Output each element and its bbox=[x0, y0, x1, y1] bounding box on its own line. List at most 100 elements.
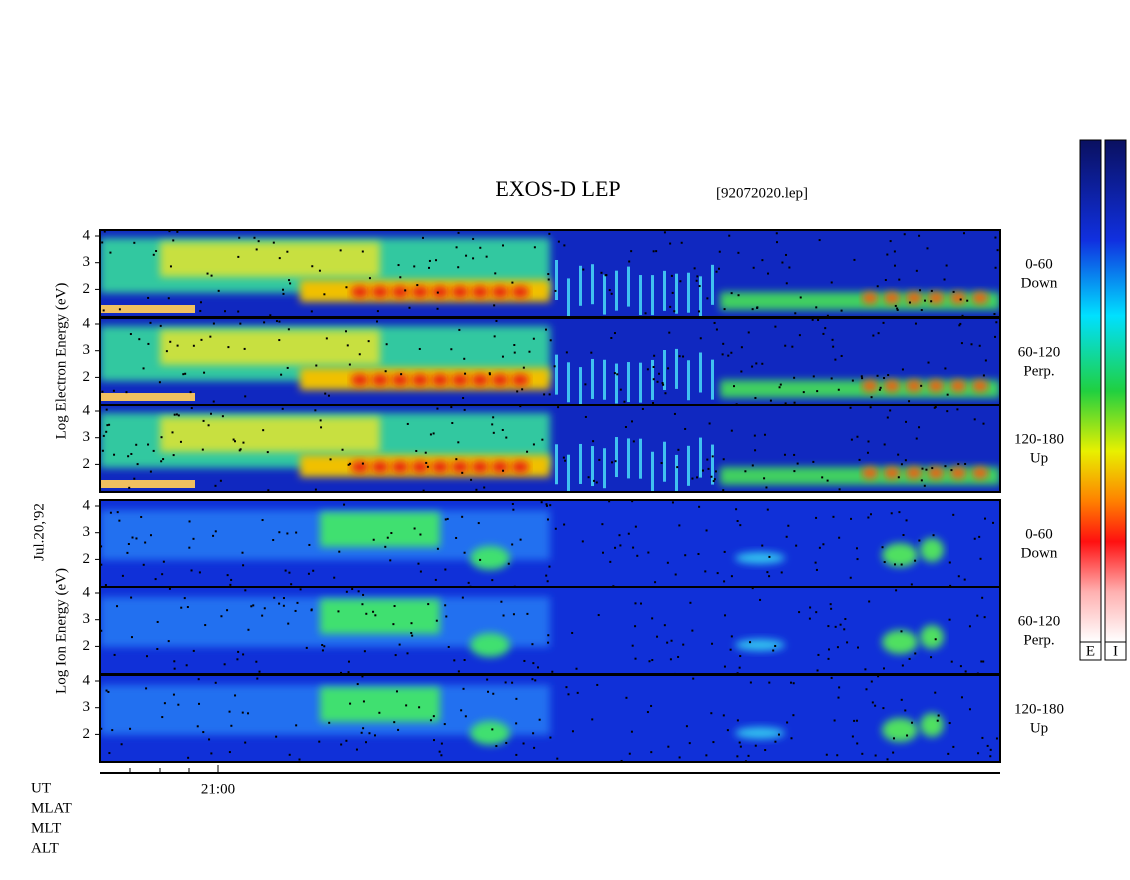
noise bbox=[883, 561, 886, 564]
noise bbox=[436, 307, 439, 310]
spike bbox=[579, 265, 582, 306]
noise bbox=[547, 641, 550, 644]
noise bbox=[548, 232, 551, 235]
hot-spot bbox=[511, 461, 529, 473]
noise bbox=[597, 614, 600, 617]
noise bbox=[102, 434, 105, 437]
noise bbox=[192, 344, 195, 347]
noise bbox=[784, 344, 787, 347]
noise bbox=[833, 719, 836, 722]
blob bbox=[882, 718, 918, 742]
noise bbox=[652, 250, 655, 253]
hot-spot bbox=[471, 286, 489, 298]
noise bbox=[739, 745, 742, 748]
noise bbox=[435, 619, 438, 622]
noise bbox=[107, 690, 110, 693]
noise bbox=[668, 331, 671, 334]
hot-spot bbox=[511, 374, 529, 386]
hot-spot bbox=[950, 380, 966, 392]
noise bbox=[900, 463, 903, 466]
spike bbox=[591, 446, 594, 487]
noise bbox=[610, 292, 613, 295]
spike bbox=[711, 264, 714, 305]
noise bbox=[494, 272, 497, 275]
noise bbox=[834, 625, 837, 628]
noise bbox=[513, 351, 516, 354]
noise bbox=[818, 546, 821, 549]
noise bbox=[314, 488, 317, 491]
noise bbox=[849, 576, 852, 579]
noise bbox=[365, 741, 368, 744]
noise bbox=[834, 358, 837, 361]
noise bbox=[736, 719, 739, 722]
noise bbox=[103, 230, 106, 233]
noise bbox=[361, 603, 364, 606]
noise bbox=[571, 631, 574, 634]
noise bbox=[142, 563, 145, 566]
bottom-band bbox=[100, 393, 195, 401]
noise bbox=[691, 629, 694, 632]
noise bbox=[429, 719, 432, 722]
noise bbox=[234, 694, 237, 697]
noise bbox=[455, 246, 458, 249]
noise bbox=[685, 725, 688, 728]
noise bbox=[491, 423, 494, 426]
noise bbox=[623, 400, 626, 403]
noise bbox=[982, 422, 985, 425]
noise bbox=[691, 477, 694, 480]
noise bbox=[802, 391, 805, 394]
noise bbox=[183, 597, 186, 600]
noise bbox=[440, 742, 443, 745]
panel-side-label: 120-180 bbox=[1014, 701, 1064, 717]
noise bbox=[876, 285, 879, 288]
noise bbox=[634, 525, 637, 528]
noise bbox=[932, 534, 935, 537]
band bbox=[160, 242, 380, 277]
noise bbox=[952, 745, 955, 748]
noise bbox=[838, 488, 841, 491]
noise bbox=[837, 388, 840, 391]
noise bbox=[212, 322, 215, 325]
noise bbox=[156, 620, 159, 623]
noise bbox=[417, 562, 420, 565]
noise bbox=[584, 383, 587, 386]
noise bbox=[242, 653, 245, 656]
noise bbox=[779, 383, 782, 386]
noise bbox=[697, 553, 700, 556]
noise bbox=[226, 609, 229, 612]
spike bbox=[627, 362, 630, 403]
noise bbox=[650, 704, 653, 707]
noise bbox=[829, 603, 832, 606]
noise bbox=[171, 431, 174, 434]
noise bbox=[976, 614, 979, 617]
noise bbox=[202, 419, 205, 422]
noise bbox=[894, 304, 897, 307]
noise bbox=[204, 624, 207, 627]
noise bbox=[505, 741, 508, 744]
noise bbox=[870, 396, 873, 399]
noise bbox=[673, 310, 676, 313]
noise bbox=[237, 255, 240, 258]
noise bbox=[786, 721, 789, 724]
noise bbox=[846, 641, 849, 644]
noise bbox=[413, 527, 416, 530]
noise bbox=[944, 367, 947, 370]
noise bbox=[827, 657, 830, 660]
noise bbox=[756, 306, 759, 309]
noise bbox=[250, 605, 253, 608]
noise bbox=[914, 559, 917, 562]
noise bbox=[614, 546, 617, 549]
noise bbox=[206, 272, 209, 275]
noise bbox=[532, 662, 535, 665]
noise bbox=[632, 440, 635, 443]
noise bbox=[856, 558, 859, 561]
noise bbox=[655, 250, 658, 253]
noise bbox=[133, 477, 136, 480]
noise bbox=[435, 259, 438, 262]
noise bbox=[794, 312, 797, 315]
noise bbox=[966, 299, 969, 302]
noise bbox=[661, 382, 664, 385]
noise bbox=[793, 376, 796, 379]
noise bbox=[973, 418, 976, 421]
noise bbox=[774, 325, 777, 328]
